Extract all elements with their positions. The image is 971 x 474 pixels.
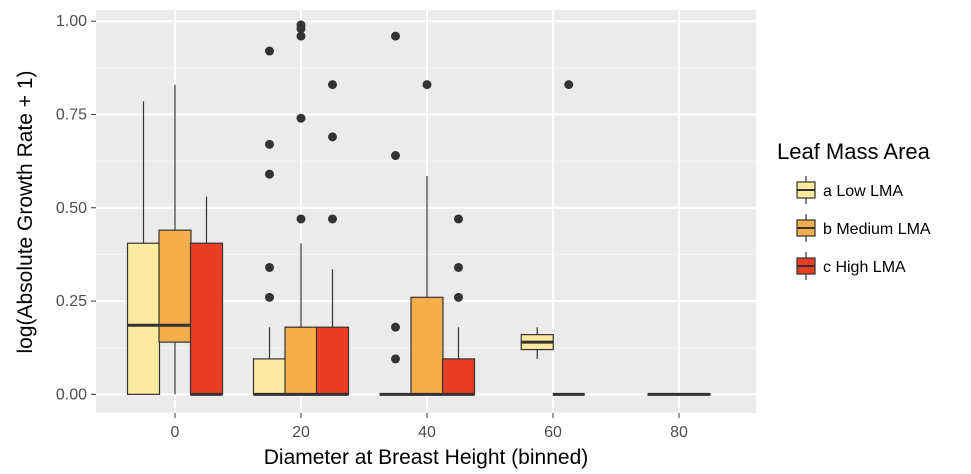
outlier-point [454,262,463,272]
legend-item: a Low LMA [796,176,903,204]
legend-item: c High LMA [796,252,906,280]
boxplot [520,327,554,359]
box [441,358,476,395]
legend-label: c High LMA [823,259,906,276]
legend-title: Leaf Mass Area [777,139,931,164]
x-tick-label: 60 [544,424,562,441]
outlier-point [296,31,306,41]
boxplot [126,101,161,395]
outlier-point [564,80,574,90]
outlier-point [296,214,306,224]
x-axis-ticks: 0 20 40 60 80 [171,413,688,441]
box [126,242,161,395]
box [410,296,444,395]
box [252,358,287,395]
outlier-point [265,262,274,272]
boxplot [189,196,224,396]
outlier-point [328,214,337,224]
boxplot [252,46,287,396]
y-tick-label: 1.00 [56,13,87,30]
outlier-point [391,354,400,364]
outlier-point [296,113,306,123]
outlier-point [265,139,274,149]
boxplot [410,80,444,396]
legend-item: b Medium LMA [796,214,931,242]
box [189,242,224,395]
boxplot [315,80,350,396]
y-axis-title: log(Absolute Growth Rate + 1) [14,70,37,353]
outlier-point [391,31,400,41]
x-axis-title: Diameter at Breast Height (binned) [264,446,589,469]
outlier-point [296,20,306,30]
outlier-point [454,292,463,302]
boxplot [441,214,476,396]
x-tick-label: 80 [670,424,688,441]
x-tick-label: 0 [171,424,180,441]
x-tick-label: 20 [292,424,310,441]
y-axis-ticks: 0.00 0.25 0.50 0.75 1.00 [56,13,96,403]
y-tick-label: 0.75 [56,106,87,123]
y-tick-label: 0.00 [56,386,87,403]
boxplots [126,20,711,396]
outlier-point [391,151,400,161]
y-tick-label: 0.25 [56,293,87,310]
outlier-point [422,80,432,90]
outlier-point [265,292,274,302]
legend: Leaf Mass Area a Low LMA b Medium LMA c Hi… [777,139,931,280]
box [284,326,318,395]
outlier-point [391,322,400,332]
legend-label: a Low LMA [823,183,903,200]
box [315,326,350,395]
y-tick-label: 0.50 [56,200,87,217]
outlier-point [265,169,274,179]
legend-label: b Medium LMA [823,221,931,238]
outlier-point [454,214,463,224]
outlier-point [328,80,337,90]
outlier-point [265,46,274,56]
boxplot [552,80,585,396]
boxplot [379,31,412,396]
x-tick-label: 40 [418,424,436,441]
outlier-point [328,132,337,142]
